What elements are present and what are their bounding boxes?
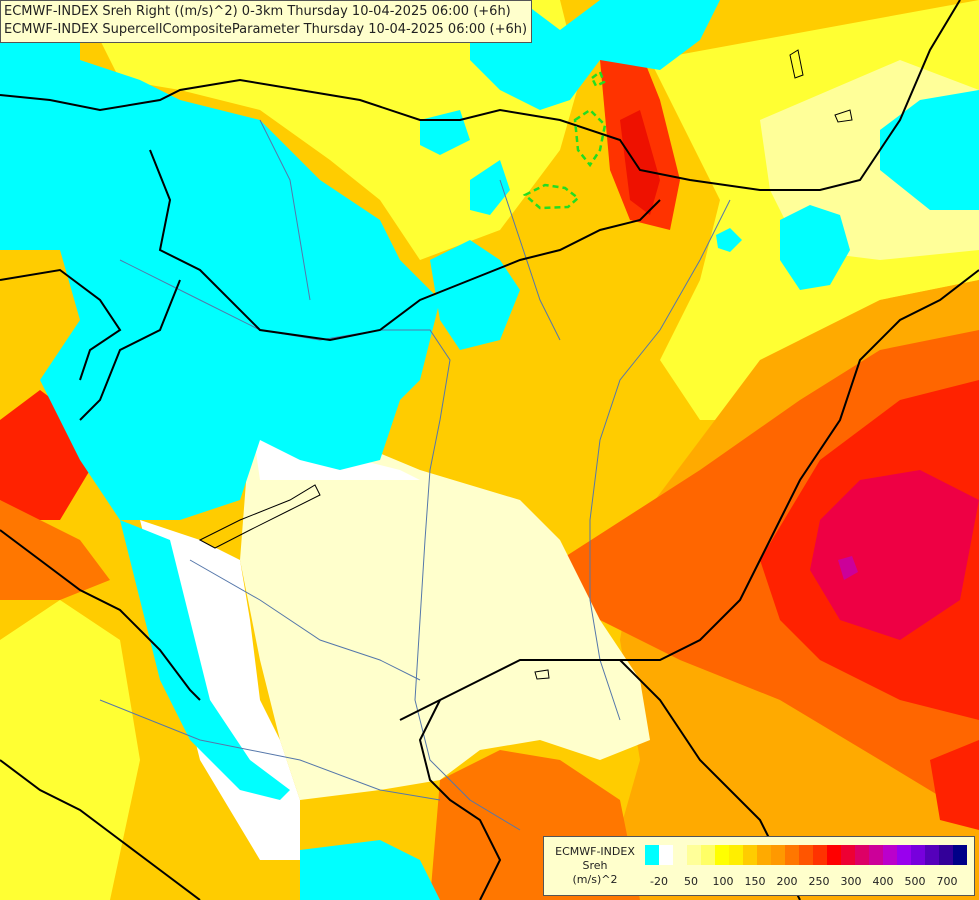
legend-swatch (813, 845, 827, 865)
legend-title: ECMWF-INDEX Sreh (m/s)^2 (548, 845, 642, 887)
field-cream-center (240, 420, 650, 800)
lake-small-northeast (834, 109, 853, 123)
field-darkred-north (620, 110, 660, 215)
legend-swatch (841, 845, 855, 865)
lake-small-center (534, 669, 550, 680)
border-southwest (0, 759, 201, 900)
border-slovenia-croatia (0, 529, 201, 701)
field-cyan-south (300, 840, 440, 900)
legend-swatch (729, 845, 743, 865)
lakes (198, 49, 853, 680)
border-austria-north (149, 149, 661, 342)
legend-swatch (659, 845, 673, 865)
legend-title-line3: (m/s)^2 (572, 873, 618, 886)
legend-label: 250 (808, 875, 830, 888)
legend-swatch (743, 845, 757, 865)
border-czech-slovakia-hungary (0, 0, 961, 191)
legend-swatch (939, 845, 953, 865)
river-sava (99, 699, 441, 801)
title-sreh: ECMWF-INDEX Sreh Right ((m/s)^2) 0-3km T… (4, 4, 511, 19)
legend-label: 150 (744, 875, 766, 888)
legend-title-line1: ECMWF-INDEX (555, 845, 635, 858)
legend-swatch (911, 845, 925, 865)
map-title-box: ECMWF-INDEX Sreh Right ((m/s)^2) 0-3km T… (0, 0, 533, 43)
field-yellow-southwest (0, 600, 140, 900)
field-red-southeast (930, 740, 979, 830)
legend-swatch (799, 845, 813, 865)
legend-swatch (715, 845, 729, 865)
legend-label: 300 (840, 875, 862, 888)
legend-swatch (757, 845, 771, 865)
field-cyan-north-small1 (420, 110, 470, 155)
field-crimson-east (810, 470, 979, 640)
river-vah (499, 179, 561, 341)
legend-swatch (687, 845, 701, 865)
field-cyan-east-blob (780, 205, 850, 290)
legend-swatch (925, 845, 939, 865)
field-magenta-spot (838, 556, 858, 580)
field-cyan-west-strip (120, 520, 290, 800)
river-morava (259, 119, 311, 301)
legend: ECMWF-INDEX Sreh (m/s)^2 -20 50 100 150 200 2… (543, 836, 975, 896)
border-austria-hungary (79, 279, 181, 421)
legend-title-line2: Sreh (582, 859, 608, 872)
scp-contour-1 (573, 108, 607, 168)
border-northwest (0, 268, 122, 381)
scp-contour-3 (590, 70, 606, 88)
legend-label: 400 (872, 875, 894, 888)
field-cyan-east-dot (716, 228, 742, 252)
field-cyan-north-small2 (470, 160, 510, 215)
legend-swatch (701, 845, 715, 865)
border-serbia (418, 699, 502, 900)
lake-small-north (789, 49, 804, 79)
legend-swatch (953, 845, 967, 865)
legend-label: -20 (650, 875, 668, 888)
legend-swatch (645, 845, 659, 865)
legend-color-bar (645, 845, 967, 865)
lake-balaton (198, 484, 321, 549)
legend-label: 200 (776, 875, 798, 888)
field-cyan-north-center (470, 0, 720, 110)
title-scp: ECMWF-INDEX SupercellCompositeParameter … (4, 22, 528, 37)
legend-label: 500 (904, 875, 926, 888)
scp-contours (522, 70, 607, 210)
legend-swatch (785, 845, 799, 865)
field-yellow-north (80, 0, 580, 260)
field-cyan-center-small (430, 240, 520, 350)
field-cyan-northeast (880, 90, 979, 210)
legend-label: 700 (936, 875, 958, 888)
river-drava (189, 559, 421, 681)
river-tisza (589, 199, 731, 721)
field-darkorange-west (0, 500, 110, 600)
legend-swatch (771, 845, 785, 865)
legend-swatch (869, 845, 883, 865)
legend-label: 100 (712, 875, 734, 888)
legend-swatch (673, 845, 687, 865)
legend-labels: -20 50 100 150 200 250 300 400 500 700 (645, 875, 970, 889)
legend-swatch (827, 845, 841, 865)
legend-swatch (855, 845, 869, 865)
legend-swatch (883, 845, 897, 865)
scp-contour-2 (522, 183, 580, 210)
legend-swatch (897, 845, 911, 865)
legend-label: 50 (684, 875, 698, 888)
border-hungary-east (399, 269, 979, 721)
field-cyan-northwest (0, 0, 440, 520)
